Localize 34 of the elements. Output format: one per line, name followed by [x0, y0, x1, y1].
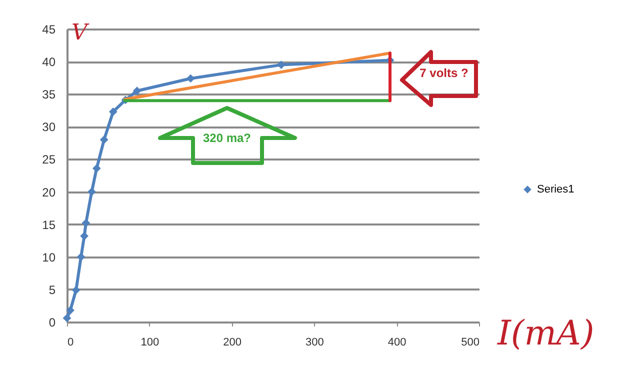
- point: [80, 232, 88, 240]
- y-tick-label: 25: [42, 152, 56, 167]
- x-tick-label: 0: [68, 336, 74, 348]
- point: [88, 188, 96, 196]
- x-axis-title: I(mA): [496, 314, 594, 354]
- annotation: 320 ma?: [202, 131, 252, 145]
- y-tick-label: 5: [48, 282, 56, 297]
- point: [108, 108, 118, 116]
- point: [82, 218, 90, 228]
- y-tick-label: 40: [42, 55, 56, 70]
- y-tick-label: 0: [48, 316, 56, 330]
- point: [76, 252, 86, 262]
- point: [72, 286, 80, 294]
- point: [132, 86, 142, 96]
- point: [62, 314, 72, 322]
- point: [277, 60, 286, 69]
- y-tick-label: 15: [42, 218, 56, 232]
- y-tick-label: 45: [42, 22, 56, 36]
- y-tick-label: 10: [42, 250, 56, 264]
- point: [186, 74, 195, 83]
- y-axis-title: V: [72, 20, 90, 46]
- x-tick-label: 200: [223, 336, 242, 348]
- y-tick-label: 35: [42, 88, 56, 102]
- point: [100, 136, 108, 144]
- y-tick-label: 30: [42, 120, 56, 134]
- y-tick-label: 20: [42, 185, 56, 200]
- x-tick-label: 300: [306, 336, 324, 348]
- annotation: 7 volts ?: [420, 66, 468, 80]
- point: [92, 164, 101, 173]
- point: [66, 306, 74, 314]
- legend-label: Series1: [537, 184, 574, 196]
- x-tick-label: 100: [140, 336, 160, 348]
- x-tick-label: 400: [388, 336, 406, 348]
- x-tick-label: 500: [461, 336, 480, 348]
